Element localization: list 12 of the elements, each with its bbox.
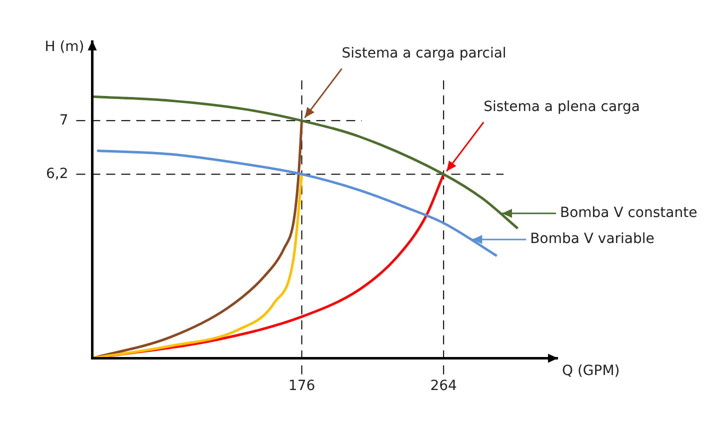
legend-label: Bomba V constante <box>560 204 698 221</box>
line-series <box>92 172 304 358</box>
y-tick-label: 7 <box>59 112 68 128</box>
annotation: Sistema a plena carga <box>484 98 640 115</box>
x-axis-title: Q (GPM) <box>562 362 620 379</box>
legend-label: Bomba V variable <box>530 231 654 248</box>
x-tick-label: 176 <box>288 378 316 394</box>
annotation: Sistema a carga parcial <box>342 45 506 62</box>
x-tick-label: 264 <box>430 378 458 394</box>
line-series <box>96 150 498 258</box>
y-axis-title: H (m) <box>44 39 84 56</box>
y-tick-label: 6,2 <box>46 166 68 182</box>
